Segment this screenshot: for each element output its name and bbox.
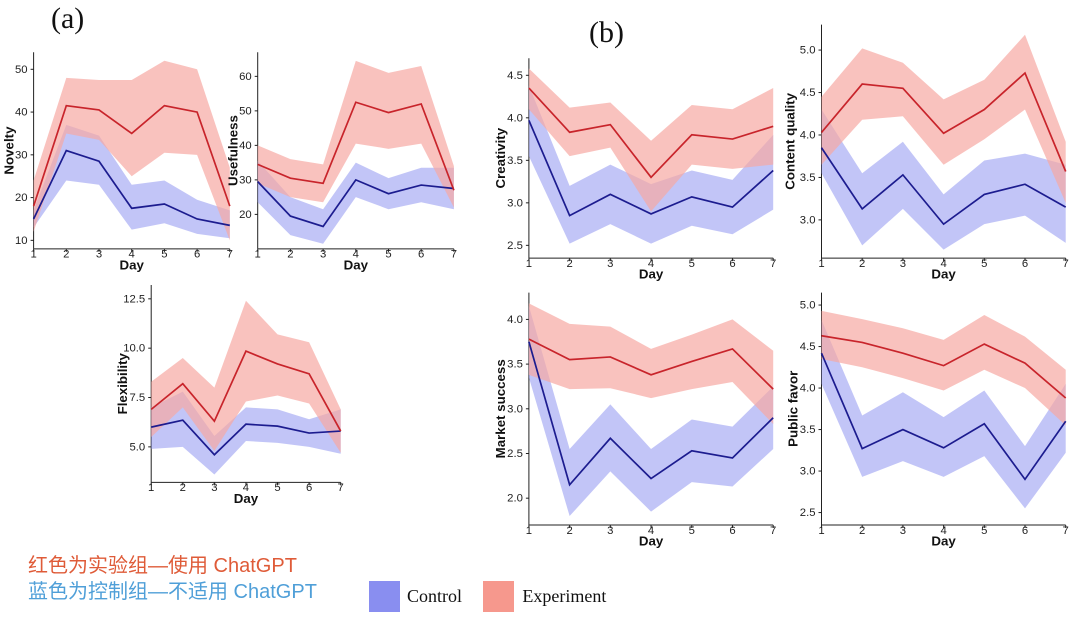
svg-text:Flexibility: Flexibility bbox=[115, 352, 130, 414]
svg-text:6: 6 bbox=[194, 249, 200, 261]
svg-text:2.5: 2.5 bbox=[507, 240, 523, 252]
svg-text:3: 3 bbox=[900, 525, 906, 537]
svg-text:3.0: 3.0 bbox=[800, 466, 816, 478]
svg-text:Day: Day bbox=[639, 534, 664, 549]
svg-text:Day: Day bbox=[931, 267, 956, 282]
svg-text:Public favor: Public favor bbox=[786, 371, 801, 447]
svg-text:2.5: 2.5 bbox=[800, 507, 816, 519]
svg-text:40: 40 bbox=[15, 107, 28, 119]
svg-text:2: 2 bbox=[63, 249, 69, 261]
svg-text:2: 2 bbox=[566, 525, 572, 537]
svg-text:6: 6 bbox=[729, 525, 735, 537]
svg-text:3: 3 bbox=[607, 258, 613, 270]
svg-text:1: 1 bbox=[30, 249, 36, 261]
svg-text:4.5: 4.5 bbox=[800, 341, 816, 353]
svg-text:3.0: 3.0 bbox=[800, 214, 816, 226]
svg-text:3.5: 3.5 bbox=[800, 424, 816, 436]
svg-text:Day: Day bbox=[931, 534, 956, 549]
svg-text:3: 3 bbox=[900, 258, 906, 270]
svg-text:4.0: 4.0 bbox=[800, 129, 816, 141]
svg-text:7: 7 bbox=[451, 249, 457, 261]
svg-text:40: 40 bbox=[239, 140, 252, 152]
svg-text:Creativity: Creativity bbox=[493, 127, 508, 188]
svg-text:7: 7 bbox=[1063, 525, 1069, 537]
svg-text:50: 50 bbox=[239, 105, 252, 117]
svg-text:5.0: 5.0 bbox=[800, 45, 816, 57]
svg-text:4.0: 4.0 bbox=[507, 314, 523, 326]
svg-text:30: 30 bbox=[239, 174, 252, 186]
svg-text:4.0: 4.0 bbox=[507, 112, 523, 124]
svg-text:Day: Day bbox=[639, 267, 664, 282]
svg-text:3.5: 3.5 bbox=[800, 172, 816, 184]
svg-text:5: 5 bbox=[274, 482, 280, 494]
svg-text:1: 1 bbox=[148, 482, 154, 494]
svg-text:6: 6 bbox=[1022, 525, 1028, 537]
svg-text:5: 5 bbox=[981, 525, 987, 537]
svg-text:7.5: 7.5 bbox=[129, 392, 145, 404]
svg-text:10: 10 bbox=[15, 235, 28, 247]
svg-text:6: 6 bbox=[1022, 258, 1028, 270]
svg-text:4.0: 4.0 bbox=[800, 383, 816, 395]
svg-text:2: 2 bbox=[566, 258, 572, 270]
svg-text:3.0: 3.0 bbox=[507, 403, 523, 415]
svg-text:20: 20 bbox=[239, 209, 252, 221]
svg-text:6: 6 bbox=[306, 482, 312, 494]
svg-text:5: 5 bbox=[689, 258, 695, 270]
svg-text:Day: Day bbox=[119, 257, 144, 272]
svg-text:Content quality: Content quality bbox=[783, 92, 798, 189]
svg-text:4.5: 4.5 bbox=[800, 87, 816, 99]
svg-text:1: 1 bbox=[818, 525, 824, 537]
svg-text:2: 2 bbox=[287, 249, 293, 261]
svg-text:7: 7 bbox=[770, 525, 776, 537]
svg-text:5.0: 5.0 bbox=[129, 441, 145, 453]
svg-text:Usefulness: Usefulness bbox=[226, 115, 241, 186]
svg-text:7: 7 bbox=[770, 258, 776, 270]
svg-text:1: 1 bbox=[255, 249, 261, 261]
svg-text:2.0: 2.0 bbox=[507, 493, 523, 505]
svg-text:3.0: 3.0 bbox=[507, 197, 523, 209]
svg-text:3.5: 3.5 bbox=[507, 359, 523, 371]
svg-text:Day: Day bbox=[234, 491, 259, 506]
svg-text:6: 6 bbox=[418, 249, 424, 261]
svg-text:10.0: 10.0 bbox=[123, 343, 145, 355]
svg-text:7: 7 bbox=[1063, 258, 1069, 270]
svg-text:6: 6 bbox=[729, 258, 735, 270]
svg-text:1: 1 bbox=[526, 258, 532, 270]
svg-text:3: 3 bbox=[211, 482, 217, 494]
svg-text:60: 60 bbox=[239, 71, 252, 83]
svg-text:4.5: 4.5 bbox=[507, 70, 523, 82]
svg-text:Day: Day bbox=[344, 257, 369, 272]
svg-text:7: 7 bbox=[227, 249, 233, 261]
svg-text:1: 1 bbox=[526, 525, 532, 537]
svg-text:20: 20 bbox=[15, 192, 28, 204]
svg-text:2: 2 bbox=[859, 258, 865, 270]
svg-text:5: 5 bbox=[981, 258, 987, 270]
svg-text:Market success: Market success bbox=[493, 359, 508, 458]
svg-text:5: 5 bbox=[385, 249, 391, 261]
svg-text:3.5: 3.5 bbox=[507, 155, 523, 167]
svg-text:3: 3 bbox=[320, 249, 326, 261]
svg-text:5: 5 bbox=[689, 525, 695, 537]
svg-text:Novelty: Novelty bbox=[2, 126, 17, 175]
svg-text:30: 30 bbox=[15, 149, 28, 161]
svg-text:12.5: 12.5 bbox=[123, 293, 145, 305]
svg-text:50: 50 bbox=[15, 64, 28, 76]
svg-text:2: 2 bbox=[859, 525, 865, 537]
svg-text:3: 3 bbox=[607, 525, 613, 537]
svg-text:5.0: 5.0 bbox=[800, 300, 816, 312]
svg-text:2: 2 bbox=[180, 482, 186, 494]
svg-text:7: 7 bbox=[338, 482, 344, 494]
svg-text:3: 3 bbox=[96, 249, 102, 261]
svg-text:2.5: 2.5 bbox=[507, 448, 523, 460]
svg-text:5: 5 bbox=[161, 249, 167, 261]
svg-text:1: 1 bbox=[818, 258, 824, 270]
